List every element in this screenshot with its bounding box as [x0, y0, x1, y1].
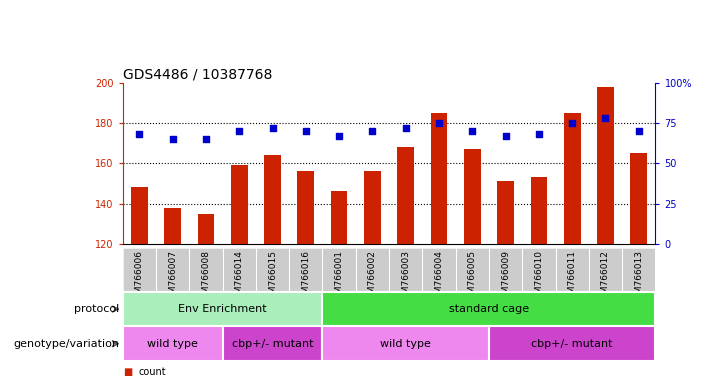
Bar — [297, 171, 314, 244]
Point — [267, 125, 278, 131]
Bar — [564, 113, 580, 244]
Text: GSM766013: GSM766013 — [634, 250, 644, 305]
Text: standard cage: standard cage — [449, 304, 529, 314]
Bar — [322, 326, 489, 361]
Bar — [397, 147, 414, 244]
Bar — [164, 207, 181, 244]
Bar — [223, 326, 322, 361]
Text: GSM766006: GSM766006 — [135, 250, 144, 305]
Text: GSM766010: GSM766010 — [534, 250, 543, 305]
Point — [600, 115, 611, 121]
Bar — [364, 171, 381, 244]
Bar — [597, 87, 614, 244]
Text: GSM766002: GSM766002 — [368, 250, 377, 305]
Text: GSM766014: GSM766014 — [235, 250, 244, 305]
Bar — [630, 153, 647, 244]
Point — [167, 136, 178, 142]
Point — [467, 128, 478, 134]
Bar — [531, 177, 547, 244]
Text: GSM766015: GSM766015 — [268, 250, 277, 305]
Text: GSM766008: GSM766008 — [201, 250, 210, 305]
Bar — [131, 187, 148, 244]
Point — [566, 120, 578, 126]
Text: GSM766016: GSM766016 — [301, 250, 311, 305]
Text: GSM766001: GSM766001 — [334, 250, 343, 305]
Text: GSM766003: GSM766003 — [401, 250, 410, 305]
Text: cbp+/- mutant: cbp+/- mutant — [232, 339, 313, 349]
Point — [334, 133, 345, 139]
Text: GSM766005: GSM766005 — [468, 250, 477, 305]
Text: Env Enrichment: Env Enrichment — [178, 304, 267, 314]
Text: count: count — [138, 367, 165, 377]
Bar — [264, 155, 281, 244]
Text: GDS4486 / 10387768: GDS4486 / 10387768 — [123, 68, 272, 81]
Text: GSM766004: GSM766004 — [435, 250, 444, 305]
Point — [300, 128, 311, 134]
Text: genotype/variation: genotype/variation — [13, 339, 119, 349]
Bar — [497, 181, 514, 244]
Point — [633, 128, 644, 134]
Bar — [464, 149, 481, 244]
Bar — [198, 214, 215, 244]
Bar — [322, 292, 655, 326]
Point — [200, 136, 212, 142]
Bar — [331, 191, 348, 244]
Text: ■: ■ — [123, 367, 132, 377]
Bar — [123, 326, 223, 361]
Point — [433, 120, 444, 126]
Point — [533, 131, 545, 137]
Bar — [489, 326, 655, 361]
Text: GSM766012: GSM766012 — [601, 250, 610, 305]
Bar — [430, 113, 447, 244]
Point — [134, 131, 145, 137]
Bar — [231, 165, 247, 244]
Text: wild type: wild type — [380, 339, 431, 349]
Text: cbp+/- mutant: cbp+/- mutant — [531, 339, 613, 349]
Point — [367, 128, 378, 134]
Point — [400, 125, 411, 131]
Text: GSM766007: GSM766007 — [168, 250, 177, 305]
Point — [233, 128, 245, 134]
Bar — [123, 292, 322, 326]
Text: wild type: wild type — [147, 339, 198, 349]
Point — [500, 133, 511, 139]
Text: GSM766009: GSM766009 — [501, 250, 510, 305]
Text: GSM766011: GSM766011 — [568, 250, 577, 305]
Text: protocol: protocol — [74, 304, 119, 314]
